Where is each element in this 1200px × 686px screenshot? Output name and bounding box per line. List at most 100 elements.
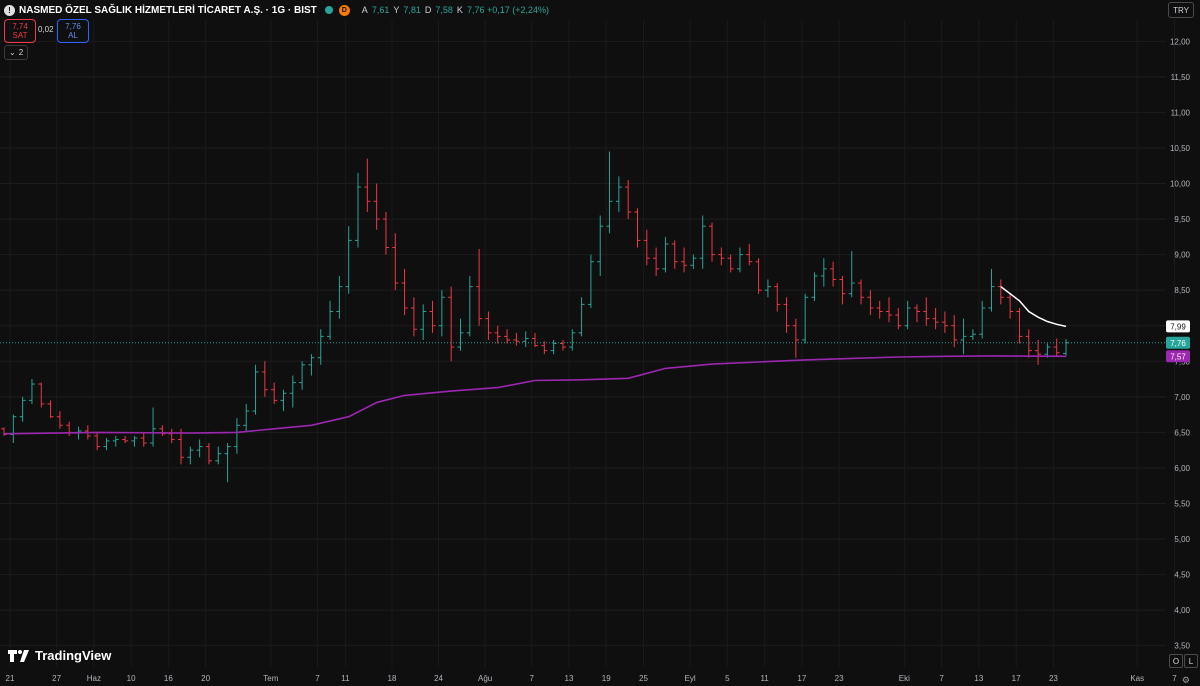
ohlc-bar bbox=[681, 247, 688, 273]
ohlc-bar bbox=[858, 279, 865, 305]
ohlc-bar bbox=[839, 275, 846, 305]
ma-short-price-label-bg bbox=[1166, 320, 1190, 333]
ohlc-bar bbox=[755, 258, 762, 294]
ohlc-bar bbox=[578, 297, 585, 337]
price-tick-label: 5,00 bbox=[1174, 535, 1190, 544]
buy-button[interactable]: 7,76 AL bbox=[57, 19, 89, 43]
ohlc-bar bbox=[783, 297, 790, 333]
ohlc-bar bbox=[271, 382, 278, 404]
tradingview-logo[interactable]: TradingView bbox=[8, 648, 111, 663]
buy-price: 7,76 bbox=[65, 22, 81, 31]
time-tick-label: Eyl bbox=[685, 674, 696, 683]
ohlc-bar bbox=[401, 268, 408, 316]
price-tick-label: 11,00 bbox=[1171, 108, 1191, 117]
log-scale-button[interactable]: O bbox=[1169, 654, 1183, 668]
ohlc-bar bbox=[941, 311, 948, 333]
ohlc-bar bbox=[336, 275, 343, 319]
sell-label: SAT bbox=[12, 31, 28, 40]
ohlc-bar bbox=[699, 215, 706, 269]
price-tick-label: 9,00 bbox=[1174, 251, 1190, 260]
ohlc-bar bbox=[103, 438, 110, 451]
price-tick-label: 6,00 bbox=[1174, 464, 1190, 473]
currency-button[interactable]: TRY bbox=[1168, 2, 1194, 18]
ohlc-bar bbox=[597, 215, 604, 276]
moving-average-long bbox=[3, 355, 1067, 435]
time-tick-label: 7 bbox=[939, 674, 944, 683]
ma-long-price-label: 7,57 bbox=[1170, 352, 1186, 361]
ohlc-bar bbox=[66, 421, 73, 436]
ohlc-bar bbox=[522, 331, 529, 348]
last-price-label: 7,76 bbox=[1170, 339, 1186, 348]
ohlc-bar bbox=[1007, 293, 1014, 319]
ohlc-bar bbox=[308, 354, 315, 376]
ohlc-bar bbox=[1035, 339, 1042, 365]
ohlc-bar bbox=[261, 361, 268, 397]
symbol-logo-icon: ! bbox=[4, 4, 15, 16]
indicators-toggle-button[interactable]: ⌄ 2 bbox=[4, 45, 29, 60]
time-tick-label: 23 bbox=[1049, 674, 1058, 683]
ohlc-bar bbox=[671, 240, 678, 269]
time-tick-label: 7 bbox=[529, 674, 534, 683]
time-tick-label: Haz bbox=[87, 674, 101, 683]
ohlc-bar bbox=[38, 382, 45, 408]
ohlc-bar bbox=[634, 208, 641, 248]
sell-price: 7,74 bbox=[12, 22, 28, 31]
open-value: 7,61 bbox=[371, 5, 390, 15]
lock-scale-button[interactable]: L bbox=[1184, 654, 1198, 668]
ohlc-bar bbox=[876, 300, 883, 319]
ohlc-bar bbox=[10, 414, 17, 444]
ohlc-bar bbox=[988, 268, 995, 312]
time-tick-label: 23 bbox=[835, 674, 844, 683]
ohlc-bar bbox=[94, 432, 101, 451]
indicators-count: 2 bbox=[18, 48, 24, 57]
ohlc-bar bbox=[233, 418, 240, 454]
ohlc-bar bbox=[131, 435, 138, 447]
ohlc-bar bbox=[224, 443, 231, 483]
high-key: Y bbox=[393, 5, 400, 15]
ohlc-bar bbox=[476, 248, 483, 326]
ohlc-bar bbox=[997, 279, 1004, 305]
time-tick-label: 13 bbox=[974, 674, 983, 683]
symbol-title[interactable]: NASMED ÖZEL SAĞLIK HİZMETLERİ TİCARET A.… bbox=[19, 4, 317, 16]
ohlc-bar bbox=[923, 297, 930, 326]
moving-average-short bbox=[1000, 286, 1067, 328]
ohlc-values: A 7,61 Y 7,81 D 7,58 K 7,76 +0,17 (+2,24%) bbox=[362, 5, 549, 15]
ohlc-bar bbox=[653, 247, 660, 276]
time-tick-label: 16 bbox=[164, 674, 173, 683]
ohlc-bar bbox=[122, 435, 129, 444]
ohlc-bar bbox=[504, 329, 511, 344]
market-status-icon bbox=[324, 6, 333, 14]
buy-label: AL bbox=[68, 31, 78, 40]
ohlc-bar bbox=[690, 254, 697, 269]
data-delay-badge: D bbox=[338, 4, 350, 16]
time-tick-label: 27 bbox=[52, 674, 61, 683]
ohlc-bar bbox=[382, 211, 389, 255]
sell-button[interactable]: 7,74 SAT bbox=[4, 19, 36, 43]
ohlc-bar bbox=[830, 261, 837, 287]
price-tick-label: 12,00 bbox=[1170, 37, 1191, 46]
ohlc-bar bbox=[960, 318, 967, 355]
ohlc-bar bbox=[178, 428, 185, 465]
price-tick-label: 8,50 bbox=[1174, 286, 1190, 295]
ohlc-bar bbox=[895, 307, 902, 330]
time-tick-label: 17 bbox=[797, 674, 806, 683]
price-tick-label: 9,50 bbox=[1174, 215, 1190, 224]
ohlc-bar bbox=[159, 425, 166, 436]
price-tick-label: 10,00 bbox=[1170, 180, 1191, 189]
chevron-down-icon: ⌄ bbox=[9, 48, 16, 57]
ohlc-bar bbox=[625, 179, 632, 220]
ohlc-bar bbox=[774, 283, 781, 312]
ohlc-bar bbox=[438, 290, 445, 337]
settings-gear-icon[interactable]: ⚙ bbox=[1181, 675, 1190, 685]
ohlc-bar bbox=[848, 251, 855, 298]
tradingview-logo-icon bbox=[8, 649, 29, 662]
ohlc-bar bbox=[1, 427, 7, 436]
ohlc-bar bbox=[168, 428, 175, 444]
ohlc-bar bbox=[932, 307, 939, 330]
ohlc-bars bbox=[1, 151, 1070, 483]
ohlc-bar bbox=[820, 258, 827, 287]
ohlc-bar bbox=[811, 272, 818, 301]
ohlc-bar bbox=[886, 297, 893, 323]
price-tick-label: 5,50 bbox=[1174, 499, 1190, 508]
